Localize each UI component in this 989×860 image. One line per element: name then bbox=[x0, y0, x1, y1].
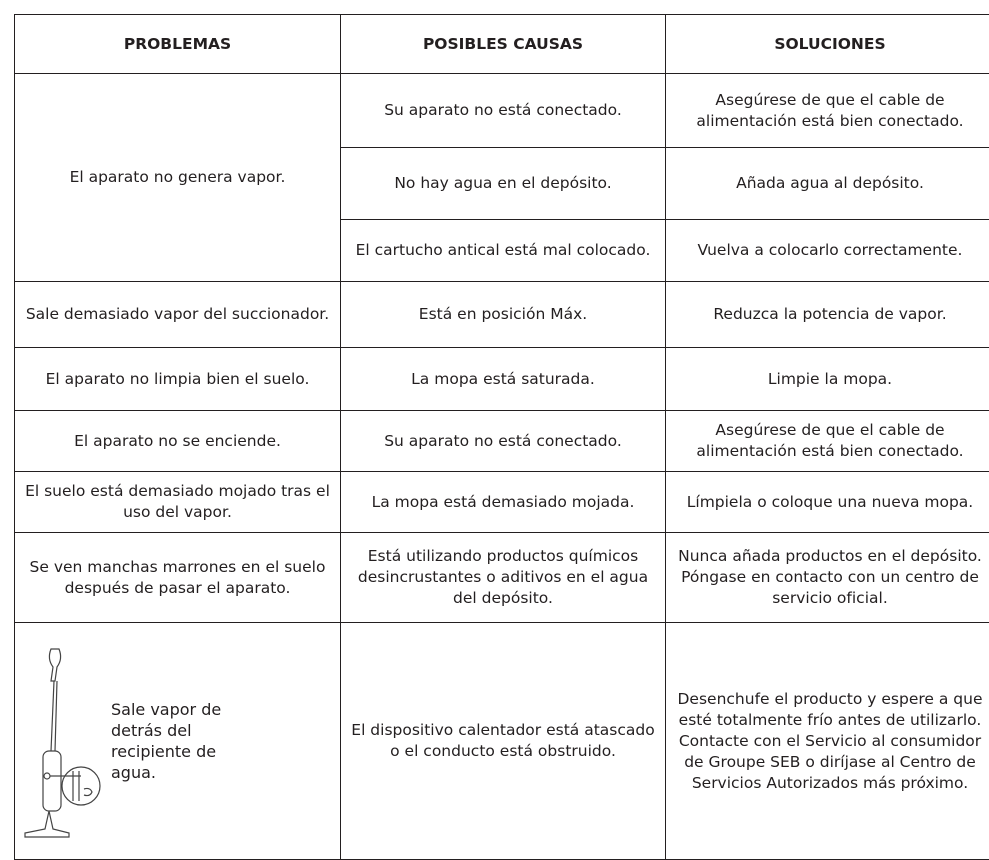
problem-cell: Sale demasiado vapor del succionador. bbox=[15, 282, 341, 348]
cause-cell: El cartucho antical está mal colocado. bbox=[341, 220, 666, 282]
solution-cell: Vuelva a colocarlo correctamente. bbox=[666, 220, 989, 282]
solution-cell: Limpie la mopa. bbox=[666, 348, 989, 411]
problem-cell: Sale vapor de detrás del recipiente de a… bbox=[15, 623, 341, 860]
table-row: El suelo está demasiado mojado tras el u… bbox=[15, 472, 989, 533]
cause-cell: El dispositivo calentador está atascado … bbox=[341, 623, 666, 860]
problem-cell: El suelo está demasiado mojado tras el u… bbox=[15, 472, 341, 533]
problem-cell: El aparato no limpia bien el suelo. bbox=[15, 348, 341, 411]
table-row: Sale demasiado vapor del succionador.Est… bbox=[15, 282, 989, 348]
cause-cell: La mopa está saturada. bbox=[341, 348, 666, 411]
table-row: Sale vapor de detrás del recipiente de a… bbox=[15, 623, 989, 860]
problem-illustration: Sale vapor de detrás del recipiente de a… bbox=[21, 641, 334, 841]
problem-text: Sale vapor de detrás del recipiente de a… bbox=[111, 699, 231, 783]
cause-cell: Está utilizando productos químicos desin… bbox=[341, 533, 666, 623]
table-row: El aparato no genera vapor.Su aparato no… bbox=[15, 74, 989, 148]
solution-cell: Asegúrese de que el cable de alimentació… bbox=[666, 74, 989, 148]
cause-cell: Su aparato no está conectado. bbox=[341, 74, 666, 148]
solution-cell: Reduzca la potencia de vapor. bbox=[666, 282, 989, 348]
problem-cell: Se ven manchas marrones en el suelo desp… bbox=[15, 533, 341, 623]
problem-cell: El aparato no genera vapor. bbox=[15, 74, 341, 282]
cause-cell: La mopa está demasiado mojada. bbox=[341, 472, 666, 533]
header-cell: POSIBLES CAUSAS bbox=[341, 15, 666, 74]
table-row: Se ven manchas marrones en el suelo desp… bbox=[15, 533, 989, 623]
solution-paragraph: Contacte con el Servicio al consumidor d… bbox=[672, 731, 988, 794]
solution-paragraph: Desenchufe el producto y espere a que es… bbox=[672, 689, 988, 731]
cause-cell: No hay agua en el depósito. bbox=[341, 148, 666, 220]
solution-cell: Añada agua al depósito. bbox=[666, 148, 989, 220]
table-row: El aparato no se enciende.Su aparato no … bbox=[15, 411, 989, 472]
mop-illustration bbox=[21, 641, 101, 841]
solution-cell: Desenchufe el producto y espere a que es… bbox=[666, 623, 989, 860]
cause-cell: Está en posición Máx. bbox=[341, 282, 666, 348]
solution-cell: Nunca añada productos en el depósito. Pó… bbox=[666, 533, 989, 623]
table-body: El aparato no genera vapor.Su aparato no… bbox=[15, 74, 989, 860]
table-row: El aparato no limpia bien el suelo.La mo… bbox=[15, 348, 989, 411]
solution-cell: Asegúrese de que el cable de alimentació… bbox=[666, 411, 989, 472]
header-cell: SOLUCIONES bbox=[666, 15, 989, 74]
header-cell: PROBLEMAS bbox=[15, 15, 341, 74]
solution-cell: Límpiela o coloque una nueva mopa. bbox=[666, 472, 989, 533]
cause-cell: Su aparato no está conectado. bbox=[341, 411, 666, 472]
problem-cell: El aparato no se enciende. bbox=[15, 411, 341, 472]
